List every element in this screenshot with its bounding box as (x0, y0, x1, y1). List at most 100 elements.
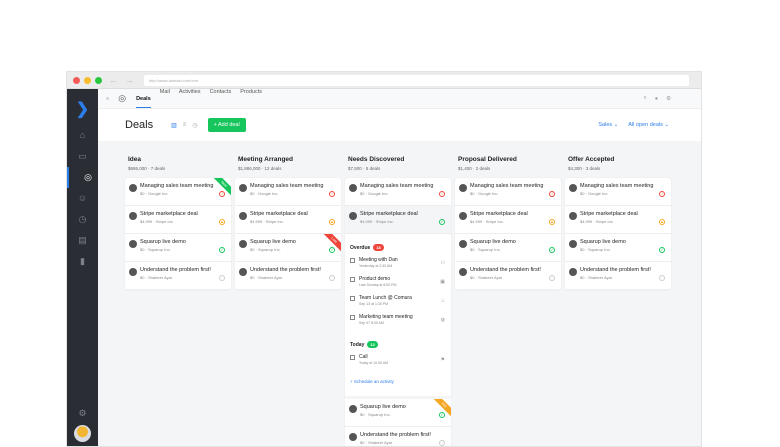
status-green-icon[interactable]: ✓ (439, 412, 445, 418)
deal-card[interactable]: Squarup live demo $0 · Squarup Inc. ✓ Lo… (235, 234, 341, 262)
address-bar[interactable]: http://www.domain.com/crm (144, 74, 689, 86)
status-green-icon[interactable]: ✓ (659, 247, 665, 253)
deal-card[interactable]: Understand the problem first! $0 · Shabe… (565, 262, 671, 290)
bell-icon[interactable]: ● (654, 95, 659, 102)
status-green-icon[interactable]: ✓ (219, 247, 225, 253)
status-green-icon[interactable]: ✓ (439, 219, 445, 225)
tab-activities[interactable]: Activities (178, 89, 201, 95)
deal-title: Managing sales team meeting (470, 183, 544, 189)
deal-subtitle: $0 · Shabeer Ayar (470, 275, 503, 280)
avatar (569, 240, 577, 248)
tab-mail[interactable]: Mail (159, 89, 170, 95)
deal-card[interactable]: Stripe marketplace deal $4,999 · Stripe … (125, 206, 231, 234)
tab-contacts[interactable]: Contacts (209, 89, 232, 95)
menu-icon[interactable]: ≡ (106, 95, 110, 102)
reports-icon[interactable]: ▮ (80, 256, 85, 266)
deals-filter-select[interactable]: All open deals ⌄ (628, 122, 669, 128)
status-red-icon[interactable]: ! (329, 191, 335, 197)
home-icon[interactable]: ⌂ (79, 130, 86, 140)
deal-card[interactable]: Understand the problem first! $0 · Shabe… (235, 262, 341, 290)
status-gray-icon[interactable]: › (219, 275, 225, 281)
add-deal-button[interactable]: + Add deal (207, 118, 246, 132)
forward-icon[interactable]: → (125, 75, 134, 85)
deal-subtitle: $0 · Shabeer Ayar (580, 275, 613, 280)
status-gray-icon[interactable]: › (329, 275, 335, 281)
schedule-activity-link[interactable]: + Schedule an activity (350, 379, 394, 384)
deal-card[interactable]: Understand the problem first! $0 · Shabe… (455, 262, 561, 290)
tab-deals[interactable]: Deals (136, 89, 151, 108)
pipeline-view-icon[interactable]: ▥ (171, 122, 177, 129)
deal-card[interactable]: Squarup live demo $0 · Squarup Inc. ✓ (125, 234, 231, 262)
column-title: Offer Accepted (568, 156, 615, 163)
deal-title: Stripe marketplace deal (140, 211, 198, 217)
deal-card[interactable]: Stripe marketplace deal $4,999 · Stripe … (565, 206, 671, 234)
contacts-icon[interactable]: ☺ (77, 193, 88, 203)
settings-icon[interactable]: ⚙ (78, 408, 87, 418)
column-count: 12 deals (264, 166, 282, 171)
activity-checkbox[interactable] (350, 277, 355, 282)
status-red-icon[interactable]: ! (659, 191, 665, 197)
status-gray-icon[interactable]: › (659, 275, 665, 281)
list-view-icon[interactable]: ≡ (182, 122, 187, 128)
deal-title: Understand the problem first! (470, 267, 541, 273)
status-orange-icon[interactable]: ▲ (659, 219, 665, 225)
minimize-button[interactable] (84, 76, 91, 84)
deal-title: Stripe marketplace deal (470, 211, 528, 217)
deal-title: Managing sales team meeting (140, 183, 214, 189)
deal-card[interactable]: Managing sales team meeting $0 · Google … (235, 178, 341, 206)
status-orange-icon[interactable]: ▲ (329, 219, 335, 225)
activity-checkbox[interactable] (350, 355, 355, 360)
deal-card[interactable]: Managing sales team meeting $0 · Google … (565, 178, 671, 206)
deal-card[interactable]: Squarup live demo $0 · Squarup Inc. ✓ (455, 234, 561, 262)
status-gray-icon[interactable]: › (549, 275, 555, 281)
activity-name[interactable]: Product demo (359, 276, 391, 282)
search-icon[interactable]: ⌕ (643, 95, 647, 101)
deal-card[interactable]: Stripe marketplace deal $4,999 · Stripe … (235, 206, 341, 234)
products-icon[interactable]: ▤ (78, 235, 87, 245)
close-button[interactable] (73, 76, 80, 84)
forecast-view-icon[interactable]: ◷ (192, 122, 198, 129)
column-title: Idea (128, 156, 142, 163)
pipeline-select[interactable]: Sales ⌄ (598, 122, 619, 128)
status-red-icon[interactable]: ! (219, 191, 225, 197)
activity-name[interactable]: Call (359, 354, 368, 360)
activity-name[interactable]: Marketing team meeting (359, 314, 413, 320)
activities-icon[interactable]: ◷ (78, 214, 87, 224)
activity-name[interactable]: Team Lunch @ Comura (359, 295, 412, 301)
status-orange-icon[interactable]: ▲ (219, 219, 225, 225)
status-orange-icon[interactable]: ▲ (549, 219, 555, 225)
deal-card[interactable]: Stripe marketplace deal $4,999 · Stripe … (455, 206, 561, 234)
tab-products[interactable]: Products (240, 89, 262, 95)
deal-title: Stripe marketplace deal (580, 211, 638, 217)
status-green-icon[interactable]: ✓ (549, 247, 555, 253)
status-green-icon[interactable]: ✓ (329, 247, 335, 253)
deals-icon[interactable]: ◎ (67, 167, 98, 188)
back-icon[interactable]: ← (109, 75, 118, 85)
status-red-icon[interactable]: ! (439, 191, 445, 197)
deal-card[interactable]: Understand the problem first! $0 · Shabe… (125, 262, 231, 290)
deal-card[interactable]: Managing sales team meeting $0 · Google … (125, 178, 231, 206)
activity-checkbox[interactable] (350, 315, 355, 320)
deal-card[interactable]: Managing sales team meeting $0 · Google … (345, 178, 451, 206)
activities-panel: Overdue 18 Meeting with Dan Yesterday at … (345, 234, 451, 396)
maximize-button[interactable] (95, 76, 102, 84)
deal-card[interactable]: Managing sales team meeting $0 · Google … (455, 178, 561, 206)
deal-card[interactable]: Squarup live demo $0 · Squarup Inc. ✓ (565, 234, 671, 262)
deal-title: Squarup live demo (140, 239, 186, 245)
status-red-icon[interactable]: ! (549, 191, 555, 197)
activity-checkbox[interactable] (350, 296, 355, 301)
column-summary: $4,300 · 3 deals (568, 166, 601, 171)
avatar (349, 405, 357, 413)
inbox-icon[interactable]: ▭ (78, 151, 87, 161)
deal-title: Squarup live demo (360, 404, 406, 410)
deal-subtitle: $0 · Shabeer Ayar (140, 275, 173, 280)
deal-card[interactable]: Stripe marketplace deal $4,999 · Stripe … (345, 206, 451, 234)
user-avatar[interactable] (74, 425, 91, 442)
deal-card[interactable]: Understand the problem first! $0 · Shabe… (345, 427, 451, 446)
deal-subtitle: $0 · Squarup Inc. (250, 247, 281, 252)
activity-name[interactable]: Meeting with Dan (359, 257, 398, 263)
activity-checkbox[interactable] (350, 258, 355, 263)
deal-card[interactable]: Squarup live demo $0 · Squarup Inc. ✓ Ho… (345, 399, 451, 427)
gear-icon[interactable]: ⚙ (666, 95, 671, 102)
status-gray-icon[interactable]: › (439, 440, 445, 446)
